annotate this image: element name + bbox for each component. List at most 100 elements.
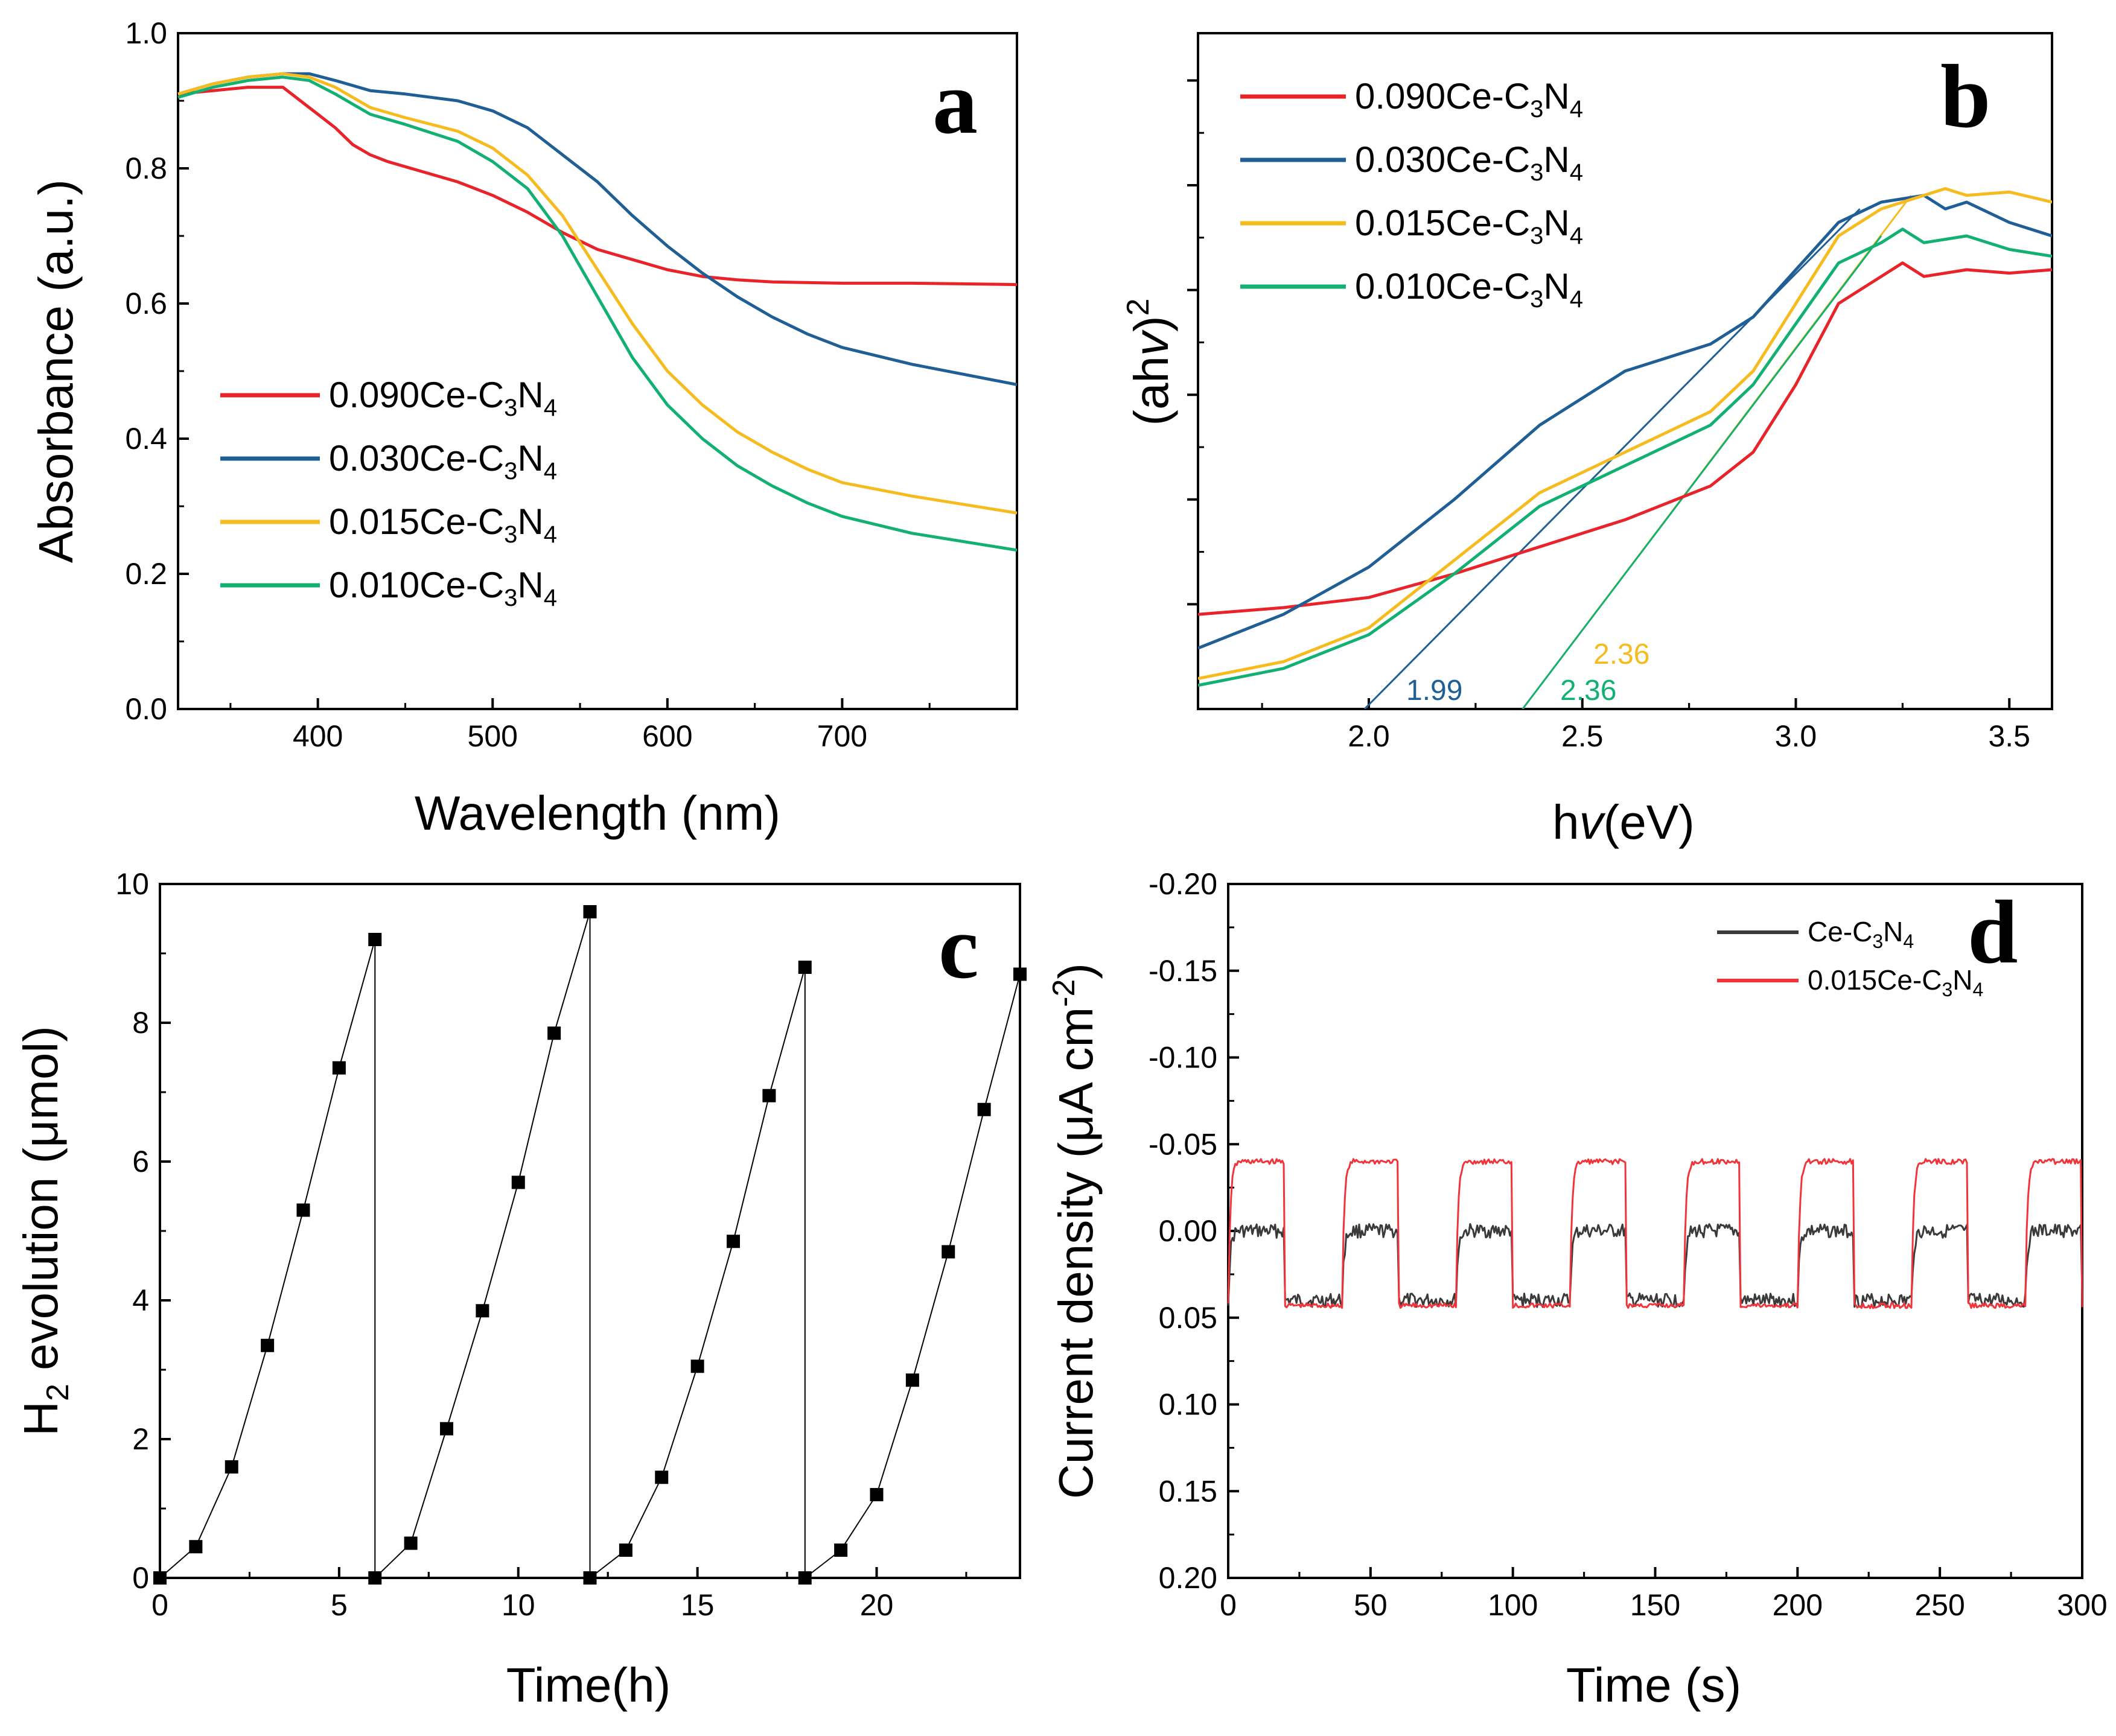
panel-c-letter: c <box>938 897 979 997</box>
y-tick-label-d: -0.20 <box>1149 867 1217 901</box>
panel-b-xlabel: hv(eV) <box>1552 795 1695 849</box>
series-a-0 <box>177 86 1018 287</box>
panel-b-legend: 0.090Ce-C3N4 0.030Ce-C3N4 0.015Ce-C3N4 0… <box>1240 76 1583 313</box>
bandgap-label-030: 1.99 <box>1406 675 1462 707</box>
panel-a-frame <box>177 32 1018 710</box>
data-point-c <box>153 1571 167 1585</box>
x-tick-label-b: 2.0 <box>1348 719 1390 753</box>
data-point-c <box>619 1544 633 1557</box>
x-tick-label-c: 5 <box>331 1588 348 1622</box>
legend-a-label-1: 0.030Ce-C3N4 <box>329 438 557 485</box>
series-b-3 <box>1198 227 2052 687</box>
y-tick-label-d: 0.05 <box>1159 1301 1217 1335</box>
y-tick-label-c: 2 <box>132 1422 149 1456</box>
legend-b-label-2: 0.015Ce-C3N4 <box>1355 203 1583 249</box>
data-point-c <box>476 1304 489 1318</box>
x-tick-label-a: 500 <box>468 719 518 753</box>
legend-a-label-2: 0.015Ce-C3N4 <box>329 501 557 548</box>
data-point-c <box>798 1571 812 1585</box>
x-tick-label-d: 100 <box>1488 1588 1538 1622</box>
legend-b-label-0: 0.090Ce-C3N4 <box>1355 76 1583 122</box>
x-tick-label-c: 20 <box>860 1588 894 1622</box>
y-tick-label-d: 0.15 <box>1159 1474 1217 1508</box>
series-c-line <box>159 911 1021 1580</box>
panel-d: 0 50 100 150 200 250 300 -0.20 -0.15 -0.10 -0.05 0.… <box>1047 867 2108 1712</box>
data-point-c <box>583 905 597 918</box>
x-tick-label-d: 50 <box>1354 1588 1388 1622</box>
panel-d-legend: Ce-C3N4 0.015Ce-C3N4 <box>1717 916 1983 1000</box>
y-tick-label-d: 0.10 <box>1159 1388 1217 1422</box>
x-tick-label-a: 700 <box>817 719 867 753</box>
panel-d-letter: d <box>1968 882 2018 982</box>
y-tick-label-c: 4 <box>132 1283 149 1317</box>
panel-b-letter: b <box>1940 46 1990 147</box>
y-tick-label-d: -0.10 <box>1149 1041 1217 1075</box>
data-point-c <box>870 1488 884 1501</box>
series-a-2 <box>177 72 1018 515</box>
panel-a-legend: 0.090Ce-C3N4 0.030Ce-C3N4 0.015Ce-C3N4 0… <box>220 375 557 611</box>
series-a-3 <box>177 75 1018 552</box>
series-d-0 <box>1227 1223 2083 1308</box>
data-point-c <box>690 1359 704 1373</box>
x-tick-label-c: 0 <box>151 1588 168 1622</box>
legend-b-label-1: 0.030Ce-C3N4 <box>1355 139 1583 186</box>
legend-b-label-3: 0.010Ce-C3N4 <box>1355 266 1583 313</box>
panel-b-frame <box>1197 32 2053 710</box>
y-tick-label-a: 0.6 <box>125 287 167 320</box>
y-tick-label-c: 0 <box>132 1561 149 1595</box>
legend-d-label-1: 0.015Ce-C3N4 <box>1808 964 1983 1000</box>
data-point-c <box>727 1235 740 1248</box>
panel-c-ylabel: H2 evolution (μmol) <box>14 1026 75 1436</box>
data-point-c <box>942 1245 955 1259</box>
data-point-c <box>332 1061 346 1075</box>
series-b-1 <box>1198 194 2052 650</box>
y-tick-label-d: -0.15 <box>1149 954 1217 988</box>
panel-d-xlabel: Time (s) <box>1566 1658 1741 1712</box>
x-tick-label-c: 15 <box>681 1588 715 1622</box>
panel-d-ylabel: Current density (μA cm-2) <box>1047 963 1103 1499</box>
x-tick-label-b: 3.5 <box>1988 719 2030 753</box>
panel-b-plot <box>1198 187 2052 709</box>
series-b-0 <box>1198 261 2052 616</box>
series-b-2 <box>1198 187 2052 681</box>
panel-b-ylabel: (ahv)2 <box>1121 298 1178 425</box>
series-d-1 <box>1227 1158 2083 1309</box>
legend-a-label-0: 0.090Ce-C3N4 <box>329 375 557 421</box>
panel-c: 0 5 10 15 20 0 2 4 6 8 10 c Time(h) H2 evolution (… <box>14 867 1027 1712</box>
bandgap-label-010: 2.36 <box>1560 675 1616 707</box>
y-tick-label-d: -0.05 <box>1149 1127 1217 1161</box>
x-tick-label-b: 3.0 <box>1775 719 1817 753</box>
data-point-c <box>511 1175 525 1189</box>
y-tick-label-c: 10 <box>115 867 149 901</box>
data-point-c <box>189 1540 203 1554</box>
x-tick-label-a: 400 <box>293 719 343 753</box>
panel-b: 2.0 2.5 3.0 3.5 b hv(eV) (ahv)2 1.99 2.36 2… <box>1121 32 2053 849</box>
data-point-c <box>368 933 382 946</box>
data-point-c <box>1013 967 1027 981</box>
data-point-c <box>225 1460 238 1474</box>
x-tick-label-b: 2.5 <box>1561 719 1604 753</box>
bandgap-label-015: 2.36 <box>1593 638 1649 670</box>
data-point-c <box>547 1026 561 1040</box>
data-point-c <box>368 1571 382 1585</box>
legend-a-label-3: 0.010Ce-C3N4 <box>329 565 557 611</box>
data-point-c <box>762 1089 776 1102</box>
tangent-b-2 <box>1522 235 1882 709</box>
y-tick-label-a: 0.8 <box>125 151 167 185</box>
panel-a-xlabel: Wavelength (nm) <box>415 786 780 840</box>
x-tick-label-a: 600 <box>642 719 692 753</box>
data-point-c <box>977 1102 991 1116</box>
data-point-c <box>834 1544 848 1557</box>
data-point-c <box>798 961 812 974</box>
data-point-c <box>583 1571 597 1585</box>
panel-a-letter: a <box>932 52 978 153</box>
y-tick-label-a: 1.0 <box>125 16 167 50</box>
x-tick-label-d: 250 <box>1914 1588 1965 1622</box>
panel-a-ylabel: Absorbance (a.u.) <box>29 179 83 563</box>
data-point-c <box>655 1471 669 1484</box>
y-tick-label-c: 8 <box>132 1006 149 1040</box>
y-tick-label-d: 0.20 <box>1159 1561 1217 1595</box>
legend-d-label-0: Ce-C3N4 <box>1808 916 1914 952</box>
y-tick-label-c: 6 <box>132 1145 149 1178</box>
